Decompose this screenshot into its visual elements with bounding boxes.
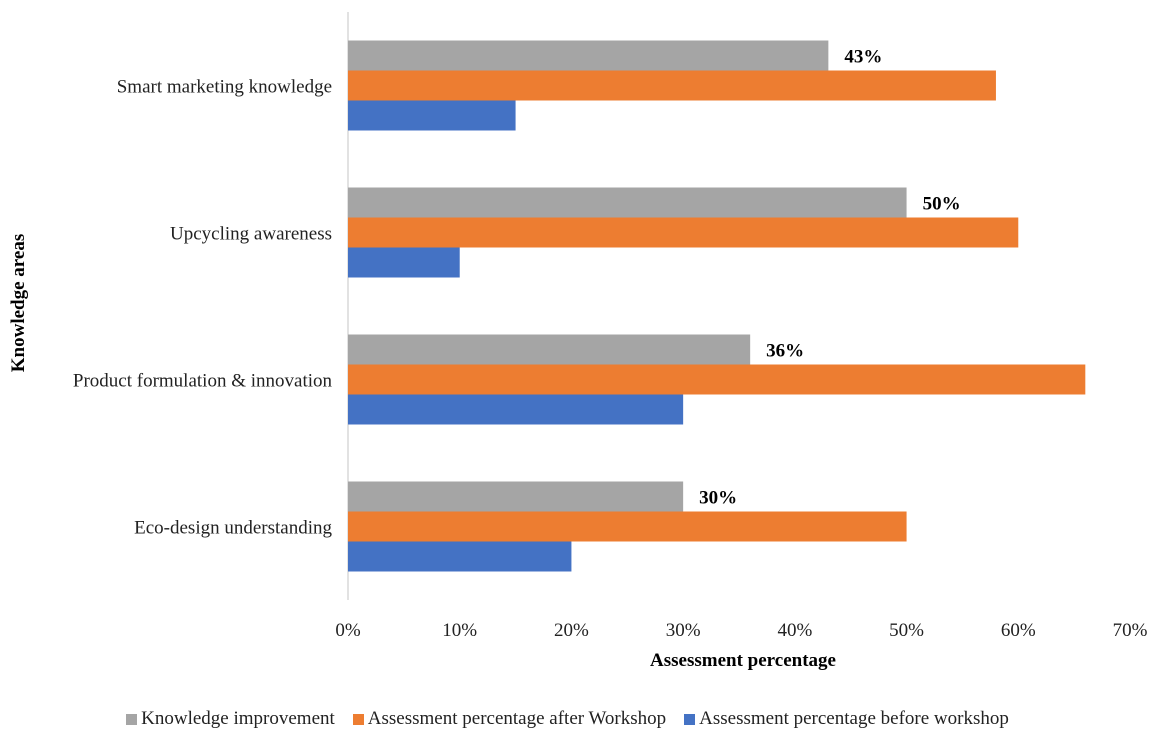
x-tick-label: 60% bbox=[1001, 620, 1036, 641]
legend-label: Assessment percentage after Workshop bbox=[367, 708, 667, 729]
category-label: Upcycling awareness bbox=[170, 224, 332, 245]
y-axis-label: Knowledge areas bbox=[8, 234, 29, 372]
x-axis-label: Assessment percentage bbox=[650, 650, 836, 671]
legend-swatch bbox=[352, 713, 364, 725]
data-label: 50% bbox=[923, 194, 961, 215]
bar bbox=[348, 70, 996, 101]
category-label: Product formulation & innovation bbox=[73, 371, 333, 392]
bar bbox=[348, 217, 1019, 248]
plot-area: Smart marketing knowledge 43% Upcycling aw… bbox=[73, 12, 1148, 641]
bar bbox=[348, 100, 516, 131]
x-tick-label: 40% bbox=[777, 620, 812, 641]
legend-label: Assessment percentage before workshop bbox=[699, 708, 1009, 729]
legend-item: Assessment percentage after Workshop bbox=[352, 708, 667, 730]
legend-item: Assessment percentage before workshop bbox=[684, 708, 1009, 730]
x-tick-label: 70% bbox=[1113, 620, 1148, 641]
bar bbox=[348, 247, 460, 278]
bar bbox=[348, 481, 684, 512]
category-label: Eco-design understanding bbox=[134, 518, 332, 539]
bar bbox=[348, 394, 684, 425]
bar bbox=[348, 40, 829, 71]
legend-item: Knowledge improvement bbox=[126, 708, 335, 730]
data-label: 36% bbox=[766, 341, 804, 362]
bar bbox=[348, 511, 907, 542]
data-label: 30% bbox=[699, 488, 737, 509]
legend-label: Knowledge improvement bbox=[141, 708, 335, 729]
x-tick-label: 0% bbox=[335, 620, 361, 641]
data-label: 43% bbox=[844, 47, 882, 68]
legend-swatch bbox=[126, 713, 138, 725]
bar bbox=[348, 541, 572, 572]
bar bbox=[348, 364, 1086, 395]
legend-swatch bbox=[684, 713, 696, 725]
x-tick-label: 30% bbox=[666, 620, 701, 641]
legend: Knowledge improvement Assessment percenta… bbox=[0, 708, 1153, 731]
x-tick-label: 20% bbox=[554, 620, 589, 641]
x-tick-label: 50% bbox=[889, 620, 924, 641]
bar bbox=[348, 187, 907, 218]
category-label: Smart marketing knowledge bbox=[117, 77, 332, 98]
bar bbox=[348, 334, 751, 365]
x-tick-label: 10% bbox=[442, 620, 477, 641]
